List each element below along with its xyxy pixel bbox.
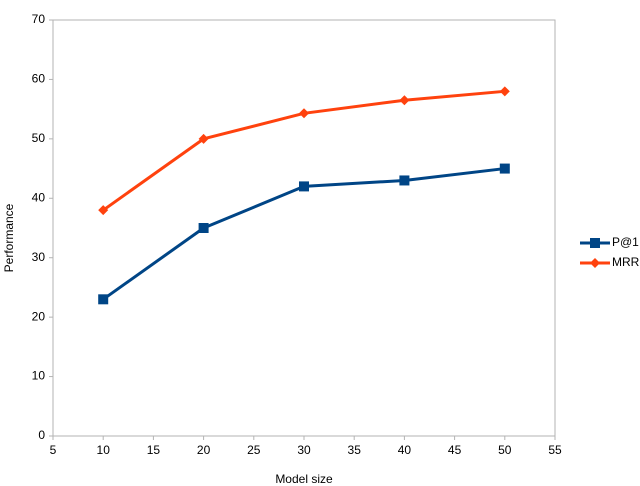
- marker: [499, 163, 510, 174]
- plot-frame: [52, 19, 556, 437]
- y-tick-label: 60: [32, 72, 46, 86]
- marker: [98, 294, 109, 305]
- y-tick-label: 20: [32, 309, 46, 323]
- x-tick-label: 35: [348, 443, 362, 457]
- x-axis-title: Model size: [275, 472, 333, 486]
- marker: [198, 223, 209, 233]
- x-tick-label: 45: [448, 443, 462, 457]
- marker: [198, 133, 209, 144]
- y-tick-label: 10: [32, 369, 46, 383]
- y-tick-label: 40: [32, 190, 46, 204]
- y-tick-label: 0: [38, 428, 45, 442]
- x-tick-label: 10: [97, 443, 111, 457]
- marker: [399, 175, 410, 186]
- marker: [590, 258, 600, 268]
- y-tick-label: 30: [32, 250, 46, 264]
- marker: [399, 95, 410, 106]
- x-tick-label: 15: [147, 443, 161, 457]
- marker: [299, 181, 309, 192]
- x-tick-label: 30: [297, 443, 311, 457]
- marker: [299, 108, 309, 119]
- marker: [590, 238, 600, 248]
- y-axis-title: Performance: [2, 203, 16, 272]
- legend-label: P@1: [612, 235, 639, 249]
- marker: [499, 86, 510, 97]
- x-tick-label: 25: [247, 443, 261, 457]
- legend-label: MRR: [612, 255, 640, 269]
- x-tick-label: 50: [498, 443, 512, 457]
- x-tick-label: 5: [50, 443, 57, 457]
- x-tick-label: 20: [197, 443, 211, 457]
- marker: [98, 205, 109, 216]
- x-tick-label: 55: [548, 443, 562, 457]
- x-tick-label: 40: [398, 443, 412, 457]
- y-tick-label: 50: [32, 131, 46, 145]
- y-tick-label: 70: [32, 12, 46, 26]
